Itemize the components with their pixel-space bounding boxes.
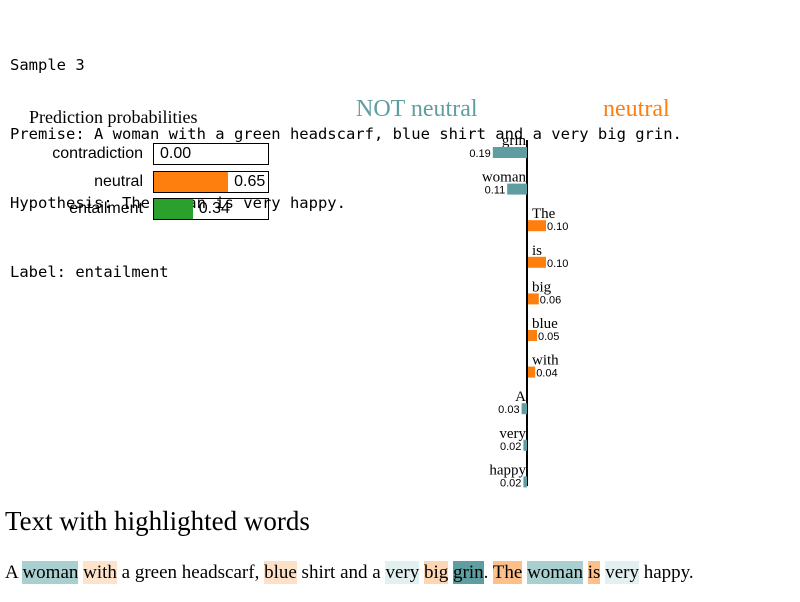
feature-value: 0.02 [500, 441, 521, 453]
feature-bar-group: is 0.10 [528, 243, 568, 270]
feature-word: happy [489, 462, 526, 478]
highlighted-word: is [587, 561, 601, 584]
probability-bar-box: 0.65 [153, 171, 269, 193]
highlighted-word: with [83, 561, 117, 584]
feature-bar [523, 439, 527, 451]
highlighted-text-title: Text with highlighted words [5, 506, 310, 536]
feature-bar [528, 220, 546, 232]
highlighted-word: grin [453, 561, 484, 584]
feature-bar-group: A0.03 [498, 389, 527, 416]
feature-word: A [515, 389, 526, 405]
feature-word: very [499, 426, 526, 442]
feature-value: 0.02 [500, 477, 521, 489]
text-span: happy. [638, 562, 694, 583]
probability-value: 0.34 [198, 200, 230, 217]
feature-word: The [532, 206, 556, 222]
highlighted-word: blue [264, 561, 297, 584]
sample-header: Sample 3 Premise: A woman with a green h… [10, 8, 682, 307]
highlighted-text: A woman with a green headscarf, blue shi… [5, 561, 694, 585]
feature-word: with [532, 353, 559, 369]
feature-word: is [532, 243, 542, 259]
probability-bar-fill [154, 199, 193, 219]
feature-value: 0.10 [547, 258, 568, 270]
highlighted-word: very [385, 561, 420, 584]
probability-bar-fill [154, 172, 229, 192]
probability-row: contradiction 0.00 [0, 143, 300, 165]
not-class-header: NOT neutral [356, 96, 478, 122]
probability-bar-box: 0.00 [153, 143, 269, 165]
feature-bar [528, 330, 537, 341]
feature-bar [523, 476, 527, 488]
feature-bar [492, 147, 527, 158]
feature-value: 0.10 [547, 221, 568, 233]
feature-value: 0.19 [469, 148, 490, 160]
highlighted-word: woman [22, 561, 79, 584]
feature-bar [507, 183, 527, 195]
probability-value: 0.65 [234, 173, 266, 190]
probability-bar-box: 0.34 [153, 198, 269, 220]
probability-label: entailment [69, 200, 143, 217]
highlighted-word: very [605, 561, 639, 584]
text-span: a green headscarf, [116, 562, 265, 583]
feature-value: 0.04 [536, 368, 557, 380]
feature-value: 0.06 [540, 294, 561, 306]
feature-bar [521, 403, 527, 415]
feature-bar [528, 366, 536, 378]
probability-row: neutral 0.65 [0, 171, 300, 193]
feature-bar [528, 293, 539, 305]
feature-value: 0.11 [485, 185, 506, 197]
feature-bar [528, 256, 546, 268]
highlighted-word: woman [527, 561, 584, 584]
probability-value: 0.00 [160, 145, 192, 162]
highlighted-word: big [423, 561, 449, 584]
prediction-probabilities-title: Prediction probabilities [29, 107, 198, 127]
probability-label: neutral [94, 173, 143, 190]
probability-label: contradiction [52, 145, 143, 162]
feature-value: 0.03 [498, 404, 519, 416]
probability-row: entailment 0.34 [0, 198, 300, 220]
feature-word: grin [502, 133, 527, 149]
text-span: . [483, 562, 493, 583]
feature-word: woman [482, 170, 527, 186]
highlighted-word: The [492, 561, 523, 584]
class-header: neutral [603, 96, 670, 122]
text-span: A [5, 562, 18, 583]
feature-word: big [532, 279, 552, 295]
feature-value: 0.05 [538, 331, 559, 343]
feature-bar-group: grin 0.19 [469, 133, 527, 160]
sample-title: Sample 3 [10, 56, 85, 74]
feature-weights-chart: grin0.19woman0.11The0.10is0.10big0.06blu… [469, 133, 568, 489]
text-span: shirt and a [296, 562, 386, 583]
label-text: Label: entailment [10, 263, 169, 281]
feature-word: blue [532, 316, 558, 332]
premise-text: Premise: A woman with a green headscarf,… [10, 125, 682, 143]
